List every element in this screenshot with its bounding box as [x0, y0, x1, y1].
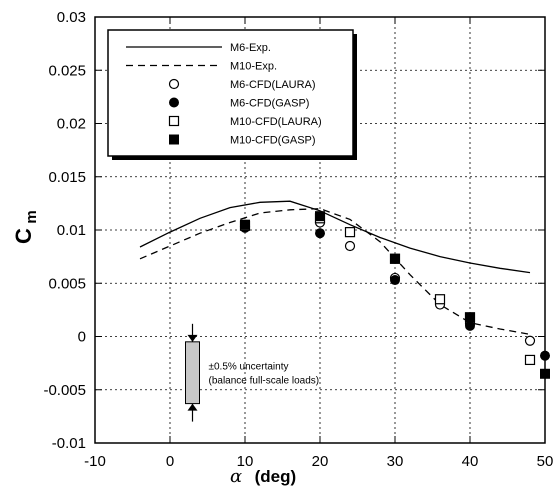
x-axis-label-unit: (deg) — [255, 467, 297, 486]
data-point-2 — [524, 335, 536, 346]
legend-label-2: M6-CFD(LAURA) — [230, 79, 316, 91]
y-axis-label-main: C — [11, 228, 36, 244]
data-point-5 — [390, 253, 400, 264]
data-point-3 — [315, 228, 325, 239]
legend-marker-3 — [169, 97, 179, 108]
x-tick-label: 0 — [166, 453, 174, 470]
y-tick-label: 0.03 — [57, 9, 86, 26]
y-tick-label: 0.015 — [48, 169, 86, 186]
legend-label-1: M10-Exp. — [230, 61, 277, 73]
y-tick-label: 0.02 — [57, 116, 86, 133]
series-line-0 — [139, 200, 531, 274]
x-axis-label-symbol: α — [230, 466, 242, 487]
data-point-5 — [240, 219, 250, 230]
data-point-4 — [524, 354, 536, 366]
uncertainty-annotation: ±0.5% uncertainty (balance full-scale lo… — [185, 323, 320, 422]
uncertainty-arrow-bottom — [187, 403, 198, 411]
y-tick-label: 0.005 — [48, 275, 86, 292]
data-point-5 — [315, 211, 325, 222]
x-tick-label: 50 — [537, 453, 554, 470]
y-tick-label: -0.01 — [52, 435, 86, 452]
uncertainty-label: ±0.5% uncertainty — [209, 362, 289, 373]
data-point-3 — [540, 350, 550, 361]
legend-marker-5 — [169, 134, 179, 145]
uncertainty-note: (balance full-scale loads) — [209, 376, 320, 387]
y-tick-labels: -0.01 -0.005 0 0.005 0.01 0.015 0.02 0.025 0.03 — [43, 9, 86, 452]
legend-label-0: M6-Exp. — [230, 42, 271, 54]
x-axis-label: α (deg) — [230, 466, 296, 487]
x-tick-label: -10 — [84, 453, 106, 470]
legend-marker-4 — [168, 115, 180, 127]
legend-label-3: M6-CFD(GASP) — [230, 98, 309, 110]
data-point-3 — [465, 320, 475, 331]
data-point-3 — [390, 275, 400, 286]
x-tick-label: 40 — [462, 453, 479, 470]
uncertainty-bar — [185, 341, 200, 405]
legend-label-4: M10-CFD(LAURA) — [230, 116, 322, 128]
y-axis-label: C m — [11, 210, 40, 244]
data-point-5 — [540, 368, 550, 379]
data-point-5 — [465, 312, 475, 323]
legend-entries: M6-Exp. M10-Exp. M6-CFD(LAURA) M6-CFD(GASP)… — [126, 42, 322, 147]
y-tick-label: 0.01 — [57, 222, 86, 239]
data-point-4 — [434, 294, 446, 305]
data-point-2 — [344, 240, 356, 252]
legend-marker-2 — [168, 78, 180, 90]
y-tick-label: 0.025 — [48, 62, 86, 79]
legend-box — [107, 29, 354, 157]
legend: M6-Exp. M10-Exp. M6-CFD(LAURA) M6-CFD(GASP)… — [107, 29, 357, 160]
data-point-4 — [344, 227, 356, 238]
x-tick-label: 30 — [387, 453, 404, 470]
series-markers — [239, 211, 550, 379]
y-axis-label-subscript: m — [23, 210, 40, 223]
legend-label-5: M10-CFD(GASP) — [230, 135, 316, 147]
y-tick-label: 0 — [78, 329, 86, 346]
x-tick-label: 20 — [312, 453, 329, 470]
x-tick-labels: -10 0 10 20 30 40 50 — [84, 453, 553, 470]
axis-ticks — [94, 16, 546, 444]
uncertainty-arrow-top — [187, 334, 198, 342]
y-tick-label: -0.005 — [43, 382, 86, 399]
x-tick-label: 10 — [237, 453, 254, 470]
